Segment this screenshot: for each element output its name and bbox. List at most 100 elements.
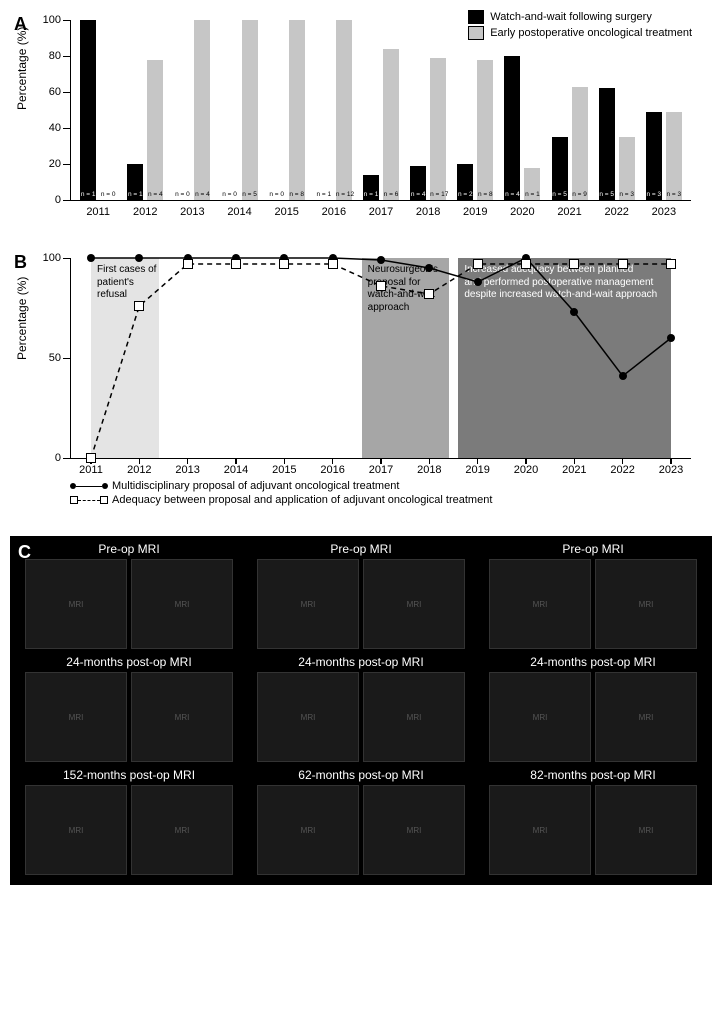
x-category: 2023 (651, 464, 691, 476)
marker-square (569, 259, 579, 269)
bar-early-treatment: n = 12 (336, 20, 352, 200)
bar-n-label: n = 8 (477, 191, 493, 198)
bar-n-label: n = 4 (147, 191, 163, 198)
bar-watch-wait: n = 1 (127, 164, 143, 200)
x-category: 2022 (591, 206, 643, 218)
xtick (380, 458, 382, 464)
bar-watch-wait: n = 1 (80, 20, 96, 200)
bar-n-label: n = 5 (552, 191, 568, 198)
bar-watch-wait: n = 1 (363, 175, 379, 200)
mri-image: MRI (131, 672, 233, 762)
bar-n-label: n = 3 (646, 191, 662, 198)
panel-c: C Pre-op MRIMRIMRIPre-op MRIMRIMRIPre-op… (10, 536, 712, 885)
bar-early-treatment: n = 4 (194, 20, 210, 200)
marker-square (86, 453, 96, 463)
panel-b-legend: Multidisciplinary proposal of adjuvant o… (70, 480, 492, 508)
marker-square (134, 301, 144, 311)
xtick (477, 458, 479, 464)
bar-early-treatment: n = 4 (147, 60, 163, 200)
x-category: 2021 (544, 206, 596, 218)
bar-n-label: n = 17 (430, 191, 446, 198)
bar-n-label: n = 5 (599, 191, 615, 198)
panel-a-chart: 020406080100n = 1n = 02011n = 1n = 42012… (70, 20, 691, 201)
bar-watch-wait: n = 0 (174, 190, 190, 200)
bar-watch-wait: n = 0 (269, 190, 285, 200)
bar-n-label: n = 1 (316, 191, 332, 198)
ytick-label: 100 (33, 252, 61, 264)
bar-n-label: n = 12 (336, 191, 352, 198)
x-category: 2015 (264, 464, 304, 476)
mri-image-pair: MRIMRI (250, 785, 472, 875)
x-category: 2021 (554, 464, 594, 476)
mri-image: MRI (363, 559, 465, 649)
ytick (63, 458, 71, 459)
bar-n-label: n = 0 (269, 191, 285, 198)
bar-early-treatment: n = 5 (242, 20, 258, 200)
ytick (63, 20, 71, 21)
legend-symbol-circle (70, 483, 108, 489)
panel-c-label: C (18, 542, 31, 563)
bar-n-label: n = 1 (80, 191, 96, 198)
mri-image-pair: MRIMRI (482, 559, 704, 649)
bar-early-treatment: n = 9 (572, 87, 588, 200)
x-category: 2011 (71, 464, 111, 476)
mri-image-pair: MRIMRI (250, 559, 472, 649)
panel-b: B Percentage (%) First cases ofpatient's… (10, 248, 712, 528)
bar-n-label: n = 0 (100, 191, 116, 198)
bar-watch-wait: n = 5 (599, 88, 615, 200)
line-circle (91, 258, 671, 376)
marker-square (666, 259, 676, 269)
mri-cell: 24-months post-op MRIMRIMRI (482, 655, 704, 762)
panel-a-ylabel: Percentage (%) (15, 27, 29, 110)
marker-square (231, 259, 241, 269)
ytick-label: 80 (33, 50, 61, 62)
ytick-label: 20 (33, 158, 61, 170)
bar-early-treatment: n = 3 (619, 137, 635, 200)
mri-image: MRI (257, 785, 359, 875)
x-category: 2018 (409, 464, 449, 476)
x-category: 2016 (308, 206, 360, 218)
marker-circle (135, 254, 143, 262)
marker-circle (667, 334, 675, 342)
marker-square (424, 289, 434, 299)
xtick (525, 458, 527, 464)
xtick (574, 458, 576, 464)
bar-watch-wait: n = 4 (410, 166, 426, 200)
bar-n-label: n = 4 (194, 191, 210, 198)
x-category: 2022 (603, 464, 643, 476)
x-category: 2015 (261, 206, 313, 218)
bar-n-label: n = 4 (504, 191, 520, 198)
panel-a-label: A (14, 14, 27, 35)
mri-image: MRI (489, 785, 591, 875)
mri-image: MRI (363, 672, 465, 762)
x-category: 2013 (168, 464, 208, 476)
mri-image-pair: MRIMRI (18, 559, 240, 649)
ytick-label: 0 (33, 452, 61, 464)
ytick (63, 164, 71, 165)
x-category: 2012 (119, 206, 171, 218)
mri-cell: 62-months post-op MRIMRIMRI (250, 768, 472, 875)
bar-n-label: n = 1 (127, 191, 143, 198)
mri-cell: 152-months post-op MRIMRIMRI (18, 768, 240, 875)
marker-square (618, 259, 628, 269)
mri-image: MRI (595, 672, 697, 762)
x-category: 2019 (449, 206, 501, 218)
mri-cell: Pre-op MRI MRIMRI (18, 542, 240, 649)
xtick (235, 458, 237, 464)
ytick-label: 60 (33, 86, 61, 98)
mri-image-pair: MRIMRI (18, 785, 240, 875)
bar-watch-wait: n = 2 (457, 164, 473, 200)
marker-circle (377, 256, 385, 264)
bar-watch-wait: n = 0 (222, 190, 238, 200)
ytick-label: 40 (33, 122, 61, 134)
mri-title: 24-months post-op MRI (18, 655, 240, 669)
marker-square (473, 259, 483, 269)
bar-n-label: n = 1 (524, 191, 540, 198)
bar-n-label: n = 6 (383, 191, 399, 198)
bar-watch-wait: n = 1 (316, 190, 332, 200)
mri-title: Pre-op MRI (18, 542, 240, 556)
marker-circle (474, 278, 482, 286)
x-category: 2014 (216, 464, 256, 476)
ytick (63, 258, 71, 259)
x-category: 2016 (313, 464, 353, 476)
